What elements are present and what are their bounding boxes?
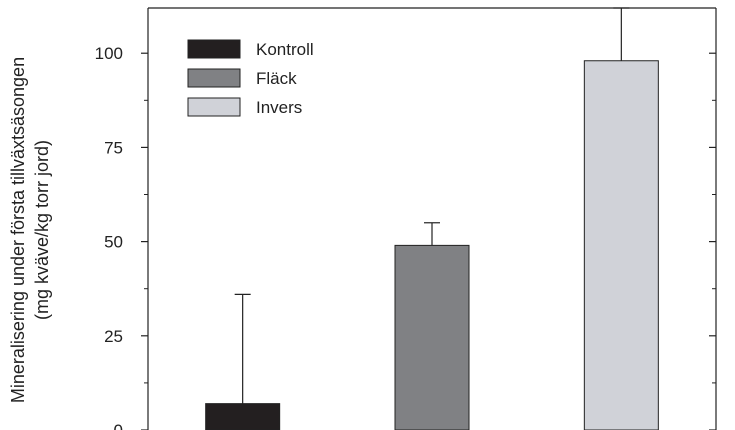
legend: Kontroll Fläck Invers	[187, 39, 314, 117]
y-axis: 0 25 50 75 100	[95, 44, 716, 430]
y-axis-label-line1: Mineralisering under första tillväxtsäso…	[8, 57, 28, 403]
legend-label: Kontroll	[256, 40, 314, 59]
bar-fläck	[394, 244, 470, 430]
y-tick-label: 100	[95, 44, 123, 63]
y-tick-label: 0	[114, 421, 123, 430]
y-tick-label: 75	[104, 138, 123, 157]
legend-swatch	[187, 68, 241, 88]
legend-label: Invers	[256, 98, 302, 117]
bar-kontroll	[205, 403, 281, 430]
bar-invers	[583, 60, 659, 430]
plot-area	[147, 7, 717, 430]
y-axis-label-line2: (mg kväve/kg torr jord)	[32, 140, 52, 320]
legend-swatch	[187, 97, 241, 117]
legend-swatch	[187, 39, 241, 59]
y-tick-label: 50	[104, 233, 123, 252]
legend-label: Fläck	[256, 69, 297, 88]
y-tick-label: 25	[104, 327, 123, 346]
